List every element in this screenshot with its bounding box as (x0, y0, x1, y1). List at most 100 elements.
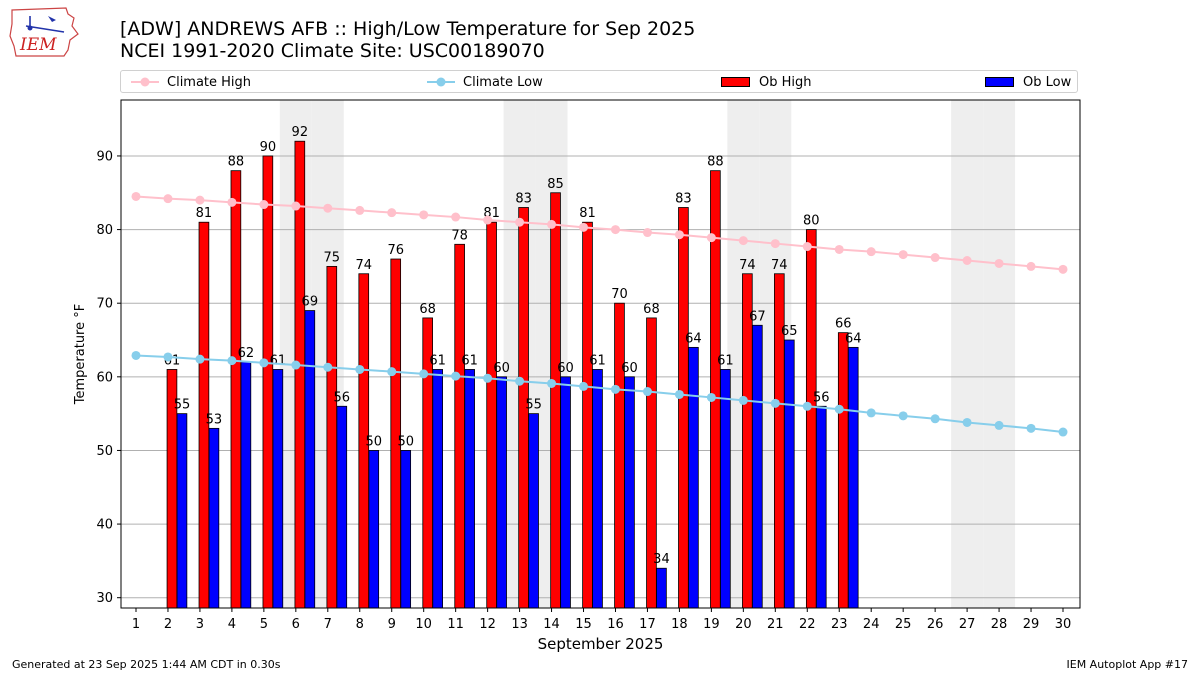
ob-low-label: 56 (813, 390, 830, 405)
x-tick-label: 3 (196, 617, 204, 632)
y-tick-label: 60 (96, 370, 113, 385)
title-line-2: NCEI 1991-2020 Climate Site: USC00189070 (120, 40, 545, 62)
climate-high-point (962, 255, 972, 265)
ob-low-label: 55 (525, 398, 542, 413)
ob-low-label: 60 (493, 361, 510, 376)
x-tick-label: 14 (543, 617, 560, 632)
y-tick-label: 70 (96, 297, 113, 312)
ob-low-label: 61 (717, 353, 734, 368)
ob-low-label: 65 (781, 324, 798, 339)
x-tick-label: 21 (767, 617, 784, 632)
climate-high-point (802, 242, 812, 252)
climate-high-point (834, 244, 844, 254)
ob-high-label: 78 (451, 228, 468, 243)
climate-low-point (163, 352, 173, 362)
ob-low-bar (815, 405, 827, 609)
climate-high-point (770, 239, 780, 249)
climate-low-point (1058, 427, 1068, 437)
ob-high-bar (262, 155, 274, 609)
climate-low-point (387, 367, 397, 377)
climate-low-point (610, 384, 620, 394)
ob-low-bar (464, 369, 475, 609)
x-tick-label: 20 (735, 617, 752, 632)
ob-high-bar (837, 332, 849, 609)
svg-text:IEM: IEM (19, 35, 57, 55)
x-tick-label: 5 (260, 617, 268, 632)
ob-high-bar (486, 221, 497, 609)
ob-low-label: 34 (653, 552, 670, 567)
ob-high-bar (582, 221, 593, 609)
ob-low-bar (624, 376, 635, 609)
ob-low-label: 60 (621, 361, 638, 376)
x-tick-label: 26 (927, 617, 944, 632)
ob-low-label: 61 (461, 353, 478, 368)
climate-high-point (387, 208, 397, 218)
climate-high-point (994, 258, 1004, 268)
climate-low-point (323, 362, 333, 372)
ob-high-label: 74 (739, 258, 756, 273)
climate-high-point (131, 191, 141, 201)
x-tick-label: 24 (863, 617, 880, 632)
x-tick-label: 4 (228, 617, 236, 632)
ob-high-label: 80 (803, 214, 820, 229)
climate-low-point (131, 350, 141, 360)
legend: Climate High Climate Low Ob High Ob Low (120, 70, 1078, 93)
x-tick-label: 2 (164, 617, 172, 632)
climate-low-line (135, 354, 1064, 434)
ob-low-bar (528, 413, 539, 609)
climate-low-point (547, 378, 557, 388)
ob-low-bar (240, 361, 252, 609)
y-tick-label: 40 (96, 518, 113, 533)
ob-low-bar (208, 427, 220, 609)
plot-frame (120, 99, 1081, 609)
ob-low-swatch (985, 77, 1014, 87)
climate-low-point (706, 392, 716, 402)
ob-high-label: 68 (643, 302, 660, 317)
ob-high-bar (678, 207, 689, 609)
weekend-shade (951, 100, 984, 608)
x-tick-label: 9 (388, 617, 396, 632)
climate-low-point (866, 408, 876, 418)
climate-high-point (163, 194, 173, 204)
x-tick-label: 8 (356, 617, 364, 632)
ob-low-label: 67 (749, 309, 766, 324)
ob-high-bar (614, 302, 625, 609)
ob-low-bar (752, 324, 763, 609)
climate-low-point (227, 356, 237, 366)
ob-low-bar (847, 346, 859, 609)
ob-high-label: 83 (515, 191, 532, 206)
climate-high-point (483, 215, 493, 225)
ob-low-bar (592, 369, 603, 609)
climate-low-point (195, 354, 205, 364)
legend-label: Ob High (759, 74, 812, 90)
legend-ob-low: Ob Low (985, 74, 1071, 90)
generated-timestamp: Generated at 23 Sep 2025 1:44 AM CDT in … (12, 658, 281, 671)
climate-low-point (259, 358, 269, 368)
x-tick-label: 18 (671, 617, 688, 632)
x-tick-label: 7 (324, 617, 332, 632)
legend-climate-high: Climate High (131, 74, 251, 90)
x-tick-label: 23 (831, 617, 848, 632)
climate-low-point (962, 417, 972, 427)
weekend-shade (983, 100, 1016, 608)
ob-high-label: 74 (771, 258, 788, 273)
climate-low-point (898, 411, 908, 421)
ob-low-label: 60 (557, 361, 574, 376)
climate-high-point (674, 230, 684, 240)
climate-high-point (930, 253, 940, 263)
x-tick-label: 10 (415, 617, 432, 632)
climate-high-point (291, 201, 301, 211)
ob-low-bar (688, 346, 699, 609)
climate-low-point (802, 401, 812, 411)
climate-high-point (1058, 264, 1068, 274)
climate-low-point (834, 404, 844, 414)
ob-low-label: 64 (845, 331, 862, 346)
ob-high-label: 70 (611, 287, 628, 302)
climate-low-point (674, 389, 684, 399)
ob-high-bar (230, 170, 242, 609)
climate-low-point (419, 369, 429, 379)
ob-high-label: 75 (324, 250, 341, 265)
climate-high-point (706, 233, 716, 243)
ob-low-bar (784, 339, 795, 609)
ob-low-label: 55 (174, 398, 191, 413)
